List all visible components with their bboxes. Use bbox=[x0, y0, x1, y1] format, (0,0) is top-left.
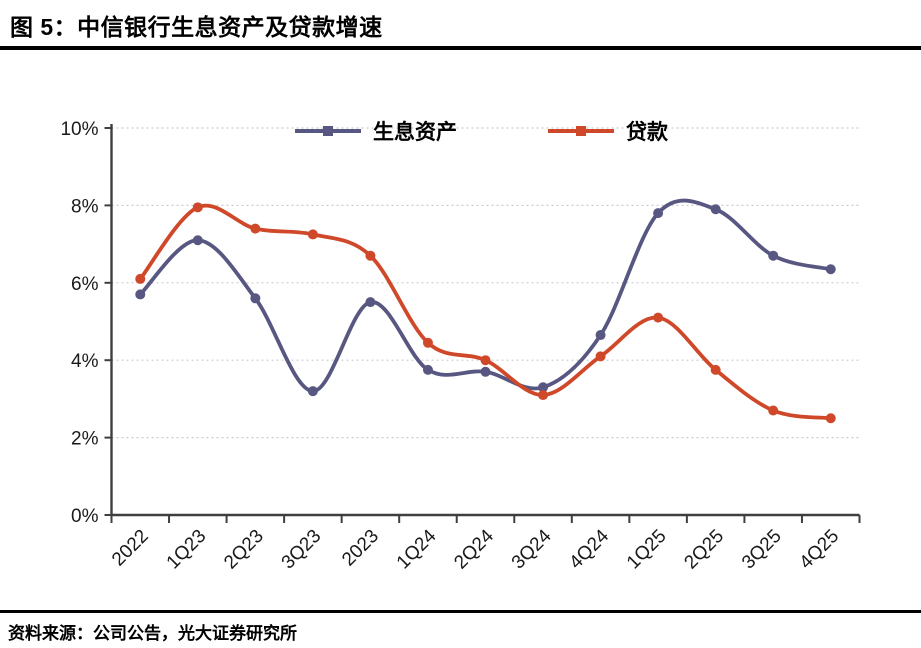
legend: 生息资产 贷款 bbox=[295, 120, 669, 144]
data-point-marker bbox=[422, 337, 433, 348]
x-tick-label: 3Q25 bbox=[738, 526, 786, 574]
y-tick-label: 8% bbox=[71, 196, 99, 217]
x-tick-label: 2Q23 bbox=[220, 526, 268, 574]
data-point-marker bbox=[595, 351, 606, 362]
data-point-marker bbox=[307, 386, 318, 397]
x-tick-label: 3Q24 bbox=[508, 525, 556, 573]
x-tick-label: 2Q25 bbox=[680, 526, 728, 574]
data-point-marker bbox=[135, 273, 146, 284]
x-tick-label: 2023 bbox=[338, 526, 383, 571]
data-point-marker bbox=[538, 382, 549, 393]
y-tick-label: 4% bbox=[71, 351, 99, 372]
data-point-marker bbox=[480, 355, 491, 366]
data-point-marker bbox=[250, 223, 261, 234]
x-tick-label: 2Q24 bbox=[450, 525, 498, 573]
data-point-marker bbox=[768, 405, 779, 416]
source-note: 资料来源：公司公告，光大证券研究所 bbox=[8, 624, 297, 643]
legend-marker bbox=[323, 126, 333, 136]
data-point-marker bbox=[653, 312, 664, 323]
x-tick-label: 2022 bbox=[108, 526, 153, 571]
x-tick-label: 4Q24 bbox=[565, 525, 613, 573]
title-divider bbox=[0, 46, 921, 50]
x-axis-labels: 2022 1Q23 2Q23 3Q23 2023 1Q24 2Q24 3Q24 4Q24 1Q25… bbox=[108, 525, 843, 573]
source-divider bbox=[0, 610, 921, 613]
data-point-marker bbox=[710, 364, 721, 375]
data-point-marker bbox=[825, 413, 836, 424]
x-tick-label: 1Q23 bbox=[163, 526, 211, 574]
data-point-marker bbox=[825, 264, 836, 275]
axes bbox=[104, 124, 861, 523]
series-line bbox=[138, 203, 833, 421]
x-tick-label: 1Q24 bbox=[393, 525, 441, 573]
line-chart: 0% 2% 4% 6% 8% 10% 2022 1Q23 2Q23 3Q23 2023 1Q24 2Q2… bbox=[0, 90, 921, 610]
legend-label: 生息资产 bbox=[373, 120, 457, 144]
data-point-marker bbox=[710, 204, 721, 215]
y-axis-labels: 0% 2% 4% 6% 8% 10% bbox=[60, 119, 98, 527]
series-1-贷款 bbox=[135, 202, 836, 424]
data-point-marker bbox=[192, 202, 203, 213]
x-tick-label: 1Q25 bbox=[623, 526, 671, 574]
y-tick-label: 6% bbox=[71, 274, 99, 295]
data-point-marker bbox=[595, 330, 606, 341]
x-tick-label: 3Q23 bbox=[278, 526, 326, 574]
y-tick-label: 0% bbox=[71, 506, 99, 527]
legend-label: 贷款 bbox=[626, 120, 669, 144]
data-point-marker bbox=[135, 289, 146, 300]
y-tick-label: 10% bbox=[60, 119, 98, 140]
data-point-marker bbox=[365, 250, 376, 261]
data-point-marker bbox=[307, 229, 318, 240]
data-point-marker bbox=[422, 364, 433, 375]
series-0-生息资产 bbox=[135, 198, 836, 397]
data-point-marker bbox=[480, 366, 491, 377]
data-point-marker bbox=[653, 208, 664, 219]
legend-marker bbox=[576, 126, 586, 136]
data-point-marker bbox=[768, 250, 779, 261]
figure-title: 图 5：中信银行生息资产及贷款增速 bbox=[10, 14, 383, 40]
gridlines bbox=[111, 127, 860, 439]
data-point-marker bbox=[250, 293, 261, 304]
data-point-marker bbox=[365, 297, 376, 308]
legend-item-贷款: 贷款 bbox=[548, 120, 669, 144]
x-tick-label: 4Q25 bbox=[796, 526, 844, 574]
legend-item-生息资产: 生息资产 bbox=[295, 120, 457, 144]
data-point-marker bbox=[538, 390, 549, 401]
growth-line-chart-canvas: 0%2%4%6%8%10%2022 1Q23 2Q23 3Q23 2023 1Q24 2Q2… bbox=[60, 119, 861, 573]
y-tick-label: 2% bbox=[71, 429, 99, 450]
data-point-marker bbox=[192, 235, 203, 246]
